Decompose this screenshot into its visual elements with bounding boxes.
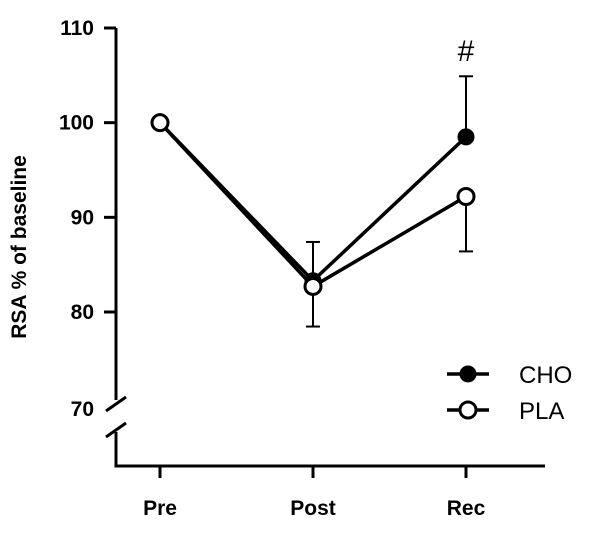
y-tick-label: 80: [71, 301, 94, 324]
point-pla: [303, 276, 323, 296]
y-ticks: 70 80 90 100 110: [59, 17, 116, 421]
point-pla: [456, 187, 476, 207]
point-pla: [150, 113, 170, 133]
x-ticks: Pre Post Rec: [143, 466, 486, 520]
axes: [105, 28, 545, 468]
legend-marker: [459, 365, 477, 383]
legend: CHO PLA: [447, 362, 572, 425]
error-bars: [306, 75, 473, 328]
point-cho: [457, 128, 475, 146]
y-axis-label: RSA % of baseline: [8, 155, 31, 339]
legend-marker: [458, 400, 478, 420]
x-tick-label: Rec: [447, 497, 486, 520]
axis-break-mark: [105, 395, 127, 413]
y-tick-label: 90: [71, 206, 94, 229]
data-points: [150, 113, 476, 296]
legend-label: CHO: [519, 362, 572, 389]
axis-break-mark: [105, 421, 127, 439]
legend-label: PLA: [519, 398, 564, 425]
y-tick-label: 110: [60, 17, 94, 40]
annotations: #: [458, 35, 475, 68]
x-tick-label: Post: [290, 497, 336, 520]
y-tick-label: 70: [71, 398, 94, 421]
x-tick-label: Pre: [143, 497, 177, 520]
significance-annotation: #: [458, 35, 475, 68]
y-tick-label: 100: [59, 112, 94, 135]
